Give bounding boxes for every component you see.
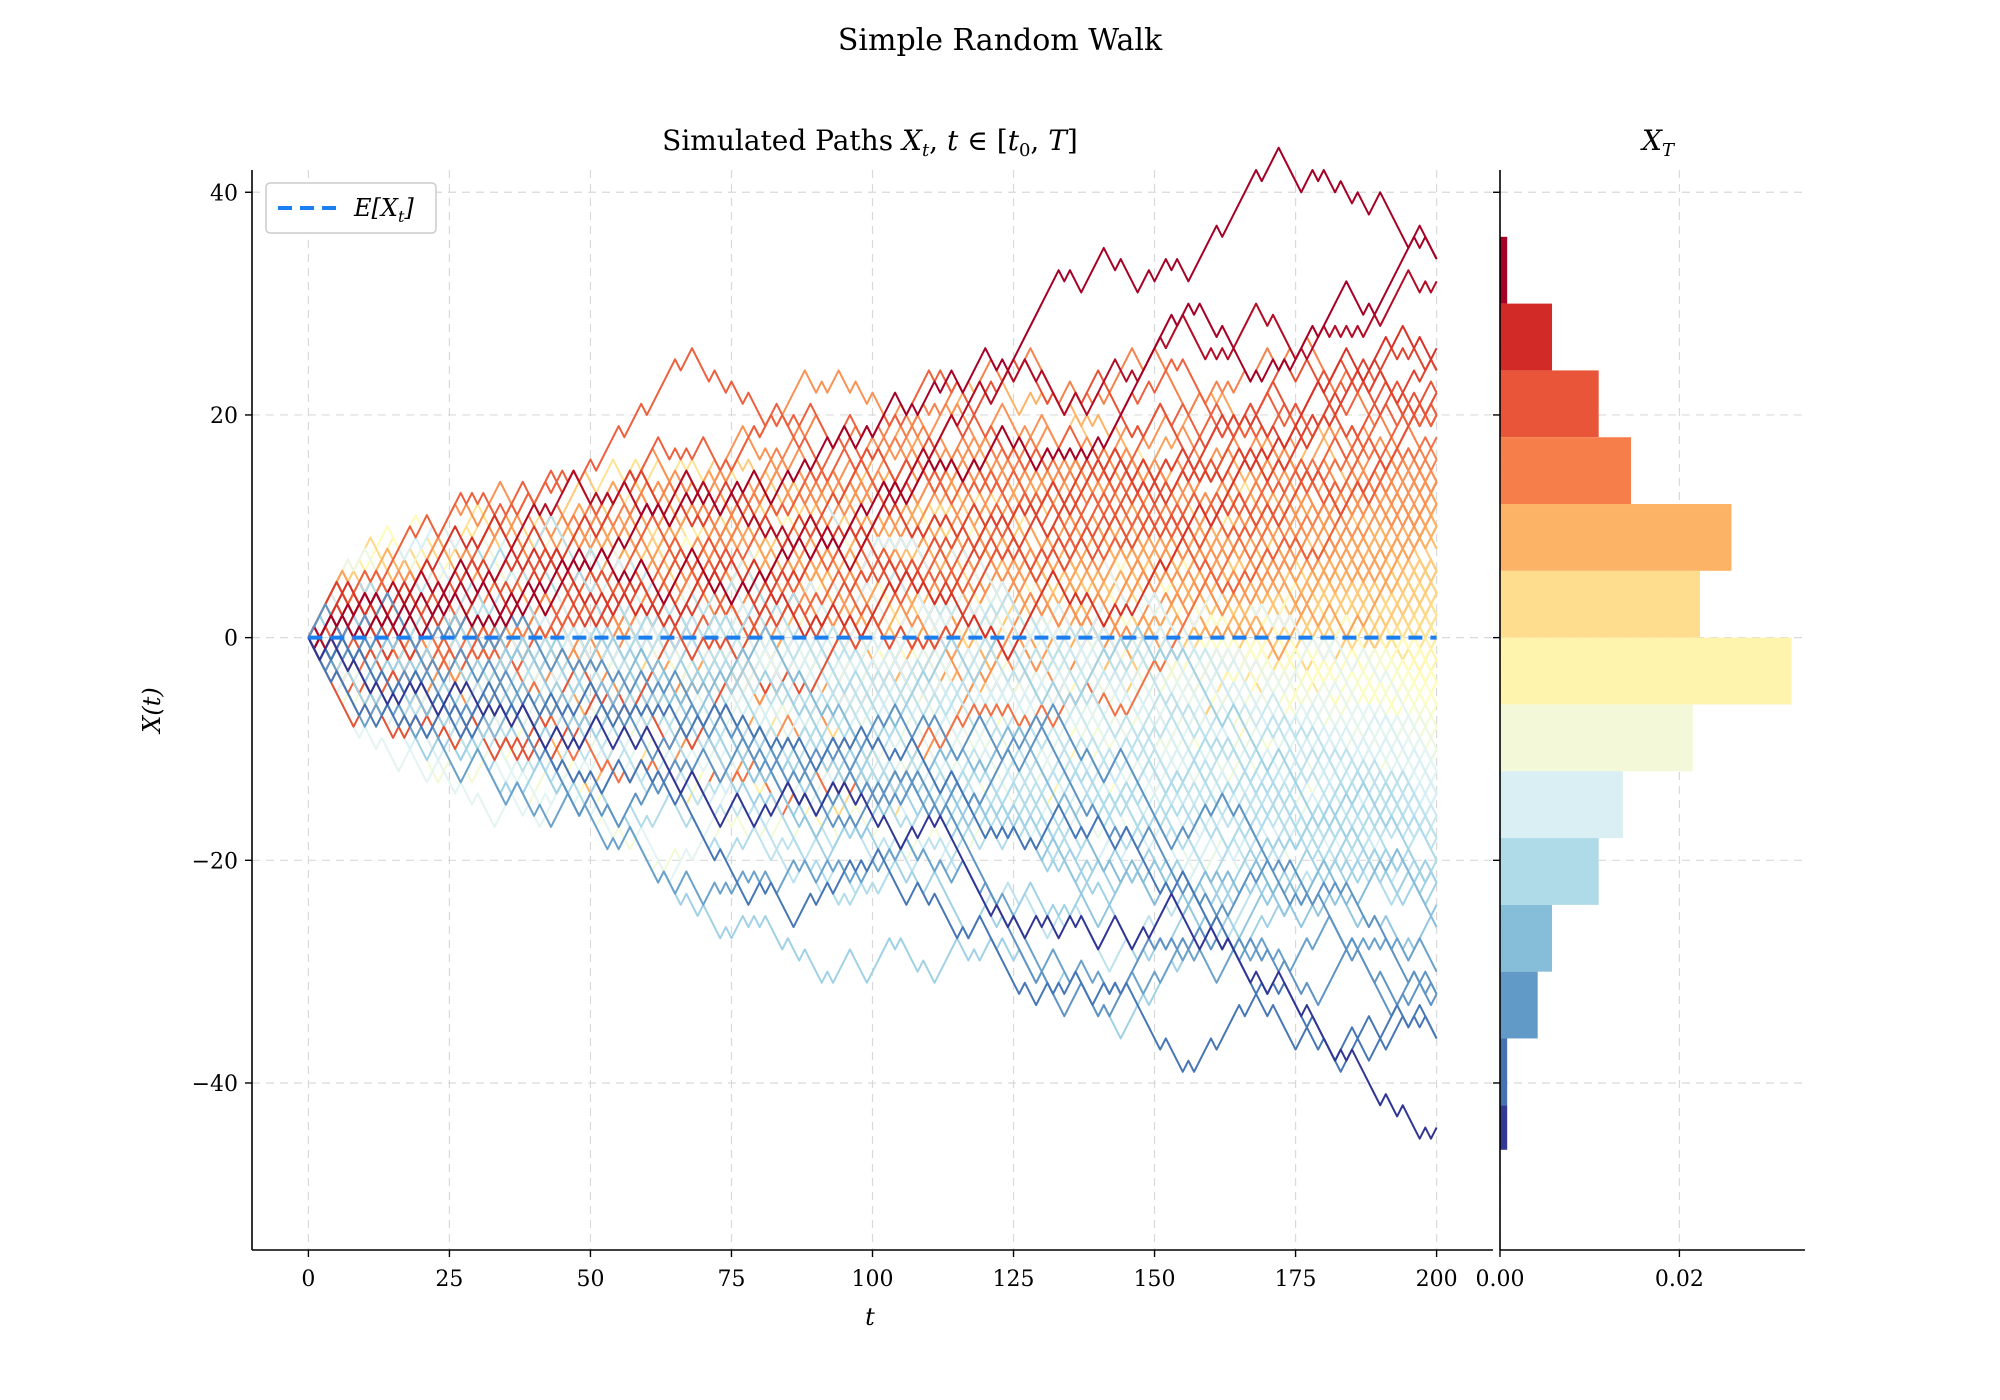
- simulated-paths: [307, 146, 1438, 1140]
- paths-gridlines: [252, 170, 1493, 1250]
- hist-bar-12: [1500, 1038, 1508, 1106]
- y-tick-label-0: 0: [224, 627, 238, 652]
- paths-title-t0: t: [1008, 124, 1020, 157]
- path-89: [307, 503, 1438, 673]
- legend-label-mean: E[Xt]: [353, 194, 414, 226]
- hist-x-tick-label-1: 0.02: [1655, 1267, 1704, 1292]
- hist-bar-6: [1500, 637, 1792, 705]
- hist-bar-1: [1500, 303, 1553, 371]
- hist-bar-11: [1500, 971, 1538, 1039]
- histogram-title: XT: [1640, 124, 1676, 161]
- paths-ticks: 0 25 50 75 100 125 150 175 200 −40 −20 0 20 40: [192, 181, 1458, 1292]
- y-tick-label-40: 40: [210, 181, 238, 206]
- path-191: [307, 592, 1438, 1018]
- hist-bar-7: [1500, 704, 1693, 772]
- paths-title-sub-t: t: [922, 140, 930, 161]
- path-64: [307, 558, 1438, 840]
- legend-label-E: E[X: [353, 194, 399, 222]
- path-22: [307, 269, 1438, 650]
- path-199: [307, 603, 1438, 995]
- histogram-title-X: X: [1640, 124, 1663, 157]
- x-tick-label-50: 50: [576, 1267, 604, 1292]
- hist-bar-0: [1500, 236, 1508, 304]
- path-6: [307, 146, 1438, 650]
- legend-label-sub: t: [398, 207, 405, 226]
- paths-title-comma2: ,: [1030, 124, 1048, 157]
- histogram-panel: XT 0.00 0.02: [1476, 124, 1805, 1292]
- paths-title-in: ∈ [: [958, 124, 1007, 157]
- y-tick-label--20: −20: [192, 849, 238, 874]
- path-187: [307, 324, 1438, 661]
- legend: E[Xt]: [265, 182, 437, 234]
- figure-title: Simple Random Walk: [838, 23, 1163, 58]
- path-86: [307, 614, 1438, 817]
- x-tick-label-75: 75: [717, 1267, 745, 1292]
- legend-box: [265, 182, 437, 234]
- hist-bar-3: [1500, 437, 1631, 505]
- paths-title-math: X: [900, 124, 923, 157]
- x-axis-label: t: [865, 1303, 875, 1331]
- x-tick-label-150: 150: [1134, 1267, 1176, 1292]
- path-114: [307, 458, 1438, 661]
- path-81: [307, 503, 1438, 673]
- x-tick-label-100: 100: [852, 1267, 894, 1292]
- histogram-bars: [1500, 236, 1792, 1150]
- y-tick-label--40: −40: [192, 1072, 238, 1097]
- paths-title-text: Simulated Paths: [662, 124, 902, 157]
- path-77: [307, 603, 1438, 962]
- hist-bar-5: [1500, 570, 1701, 638]
- x-tick-label-200: 200: [1416, 1267, 1458, 1292]
- paths-title-t: t: [947, 124, 959, 157]
- paths-title-T: T: [1048, 124, 1069, 157]
- x-tick-label-0: 0: [301, 1267, 315, 1292]
- legend-label-close: ]: [403, 194, 414, 222]
- path-172: [307, 380, 1438, 762]
- hist-bar-10: [1500, 904, 1553, 972]
- hist-bar-8: [1500, 771, 1623, 839]
- hist-bar-4: [1500, 504, 1732, 571]
- y-axis-label: X(t): [138, 687, 166, 734]
- y-tick-label-20: 20: [210, 404, 238, 429]
- paths-title-comma: ,: [929, 124, 947, 157]
- histogram-axes: [1499, 170, 1805, 1251]
- x-tick-label-125: 125: [993, 1267, 1035, 1292]
- x-tick-label-25: 25: [435, 1267, 463, 1292]
- x-tick-label-175: 175: [1275, 1267, 1317, 1292]
- path-97: [307, 235, 1438, 650]
- hist-bar-2: [1500, 370, 1599, 438]
- paths-title: Simulated Paths Xt, t ∈ [t0, T]: [662, 124, 1078, 161]
- histogram-ticks: 0.00 0.02: [1476, 191, 1704, 1292]
- path-197: [307, 636, 1438, 1140]
- histogram-title-sub: T: [1662, 140, 1676, 161]
- hist-x-tick-label-0: 0.00: [1476, 1267, 1525, 1292]
- path-0: [307, 358, 1438, 639]
- paths-panel: Simulated Paths Xt, t ∈ [t0, T] 0 25 50 75 1…: [138, 124, 1493, 1331]
- path-195: [307, 558, 1438, 728]
- path-162: [307, 402, 1438, 706]
- path-127: [307, 558, 1438, 840]
- paths-title-close: ]: [1067, 124, 1078, 157]
- hist-bar-9: [1500, 838, 1599, 905]
- paths-title-sub-0: 0: [1019, 140, 1030, 161]
- hist-bar-13: [1500, 1105, 1508, 1150]
